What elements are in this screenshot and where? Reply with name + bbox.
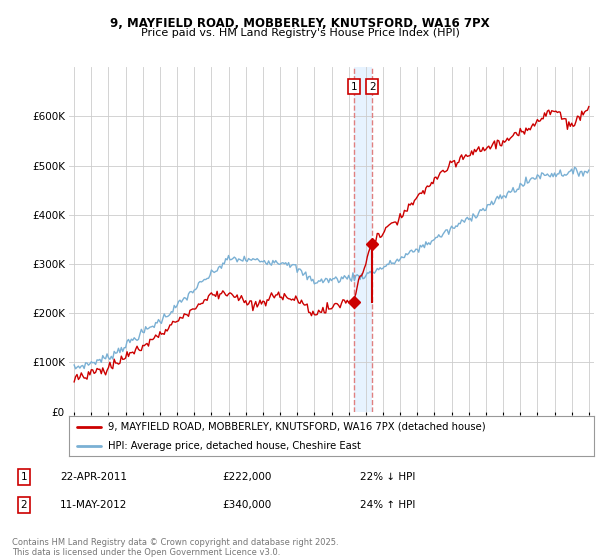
Text: £222,000: £222,000 <box>222 472 271 482</box>
Bar <box>354 67 372 412</box>
Text: 22% ↓ HPI: 22% ↓ HPI <box>360 472 415 482</box>
Text: 11-MAY-2012: 11-MAY-2012 <box>60 500 127 510</box>
Text: 1: 1 <box>350 82 357 92</box>
Text: 24% ↑ HPI: 24% ↑ HPI <box>360 500 415 510</box>
Text: 9, MAYFIELD ROAD, MOBBERLEY, KNUTSFORD, WA16 7PX: 9, MAYFIELD ROAD, MOBBERLEY, KNUTSFORD, … <box>110 17 490 30</box>
Text: HPI: Average price, detached house, Cheshire East: HPI: Average price, detached house, Ches… <box>109 441 361 451</box>
Text: 1: 1 <box>20 472 28 482</box>
Text: 2: 2 <box>20 500 28 510</box>
Text: 22-APR-2011: 22-APR-2011 <box>60 472 127 482</box>
Text: 9, MAYFIELD ROAD, MOBBERLEY, KNUTSFORD, WA16 7PX (detached house): 9, MAYFIELD ROAD, MOBBERLEY, KNUTSFORD, … <box>109 422 486 432</box>
Text: Contains HM Land Registry data © Crown copyright and database right 2025.
This d: Contains HM Land Registry data © Crown c… <box>12 538 338 557</box>
Text: 2: 2 <box>369 82 376 92</box>
Text: £340,000: £340,000 <box>222 500 271 510</box>
Text: Price paid vs. HM Land Registry's House Price Index (HPI): Price paid vs. HM Land Registry's House … <box>140 28 460 38</box>
